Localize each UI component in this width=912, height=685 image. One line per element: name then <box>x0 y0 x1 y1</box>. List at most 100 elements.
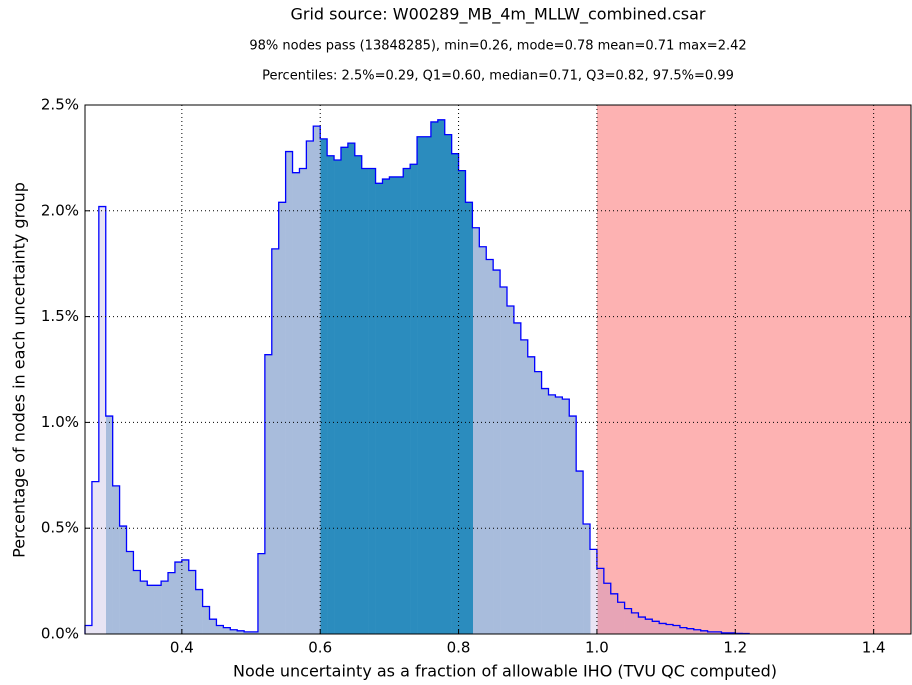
histogram-bar <box>396 176 404 634</box>
histogram-bar <box>98 206 107 634</box>
histogram-bar <box>133 570 141 634</box>
y-tick-label: 0.0% <box>41 625 79 643</box>
histogram-bar <box>161 581 169 634</box>
histogram-bar <box>659 623 667 634</box>
histogram-bar <box>631 612 639 634</box>
histogram-bar <box>520 339 529 634</box>
x-tick-label: 1.0 <box>585 639 609 657</box>
histogram-bar <box>527 356 535 634</box>
histogram-bar <box>119 526 127 634</box>
histogram-bar <box>230 629 238 634</box>
histogram-bar <box>85 625 93 634</box>
histogram-bar <box>375 183 383 635</box>
histogram-bar <box>541 388 549 634</box>
chart-title: Grid source: W00289_MB_4m_MLLW_combined.… <box>290 5 705 25</box>
histogram-bar <box>154 585 162 634</box>
histogram-bar <box>140 581 148 634</box>
histogram-bar <box>686 628 695 634</box>
histogram-bar <box>340 147 349 634</box>
histogram-bar <box>500 286 508 634</box>
histogram-bar <box>617 602 625 634</box>
histogram-bar <box>562 399 570 634</box>
histogram-bar <box>244 631 252 634</box>
histogram-bar <box>292 172 300 634</box>
x-tick-label: 0.4 <box>170 639 194 657</box>
histogram-bar <box>534 371 542 634</box>
histogram-bar <box>583 523 591 634</box>
x-tick-label: 0.8 <box>447 639 471 657</box>
histogram-bar <box>596 568 605 634</box>
histogram-bar <box>451 153 459 634</box>
histogram-bar <box>278 202 286 634</box>
histogram-bar <box>403 168 411 635</box>
histogram-bar <box>271 248 280 634</box>
histogram-bar <box>251 631 259 634</box>
histogram-bar <box>576 471 584 634</box>
histogram-bar <box>347 143 356 634</box>
x-tick-label: 1.2 <box>723 639 747 657</box>
histogram-bar <box>361 168 369 635</box>
histogram-bar <box>389 176 397 634</box>
histogram-bar <box>168 572 176 634</box>
histogram-bar <box>354 155 363 634</box>
histogram-bar <box>700 630 708 634</box>
y-tick-label: 0.5% <box>41 519 79 537</box>
y-tick-label: 2.0% <box>41 201 79 219</box>
histogram-bar <box>693 629 701 634</box>
histogram-bar <box>237 630 245 634</box>
histogram-bar <box>472 227 480 634</box>
histogram-bar <box>486 259 494 634</box>
histogram-bar <box>652 621 660 634</box>
histogram-bar <box>174 562 183 634</box>
histogram-bar <box>610 593 618 634</box>
histogram-bar <box>334 160 342 635</box>
histogram-bar <box>423 136 432 635</box>
histogram-bar <box>707 631 715 634</box>
histogram-bar <box>555 397 563 634</box>
histogram-bar <box>306 140 314 635</box>
histogram-bar <box>506 306 515 634</box>
histogram-bar <box>223 627 231 634</box>
histogram-bar <box>216 625 224 634</box>
histogram-bar <box>624 608 632 634</box>
histogram-bar <box>493 270 501 634</box>
histogram-bar <box>126 551 134 634</box>
histogram-bar <box>417 136 425 635</box>
histogram-bar <box>112 485 120 634</box>
histogram-bar <box>188 570 196 634</box>
histogram-bar <box>430 121 439 635</box>
histogram-bar <box>313 126 321 634</box>
histogram-bar <box>91 481 100 634</box>
histogram-bar <box>638 617 646 634</box>
y-tick-label: 2.5% <box>41 96 79 114</box>
histogram-bar <box>320 138 328 634</box>
y-tick-label: 1.5% <box>41 307 79 325</box>
histogram-bar <box>368 168 376 635</box>
histogram-bar <box>410 164 418 635</box>
histogram-bar <box>437 119 446 634</box>
histogram-bar <box>327 155 335 634</box>
histogram-bar <box>479 246 487 634</box>
histogram-bar <box>105 416 113 634</box>
histogram-bar <box>202 606 210 634</box>
histogram-bar <box>181 559 190 634</box>
histogram-bar <box>548 394 556 634</box>
histogram-bar <box>714 631 722 634</box>
x-tick-label: 1.4 <box>862 639 886 657</box>
histogram-bar <box>666 624 674 634</box>
chart-subtitle: 98% nodes pass (13848285), min=0.26, mod… <box>249 39 746 54</box>
histogram-bar <box>147 585 155 634</box>
y-axis-label: Percentage of nodes in each uncertainty … <box>10 182 29 558</box>
histogram-bar <box>590 549 598 634</box>
y-tick-label: 1.0% <box>41 413 79 431</box>
plot-frame <box>84 104 912 635</box>
x-tick-label: 0.6 <box>308 639 332 657</box>
chart-subtitle: Percentiles: 2.5%=0.29, Q1=0.60, median=… <box>262 69 734 84</box>
histogram-bar <box>645 619 653 634</box>
histogram-bar <box>285 151 293 634</box>
histogram-outline <box>84 119 750 635</box>
histogram-bar <box>603 583 612 634</box>
histogram-bar <box>209 619 217 634</box>
histogram-bar <box>679 627 688 634</box>
histogram-bar <box>264 354 273 634</box>
